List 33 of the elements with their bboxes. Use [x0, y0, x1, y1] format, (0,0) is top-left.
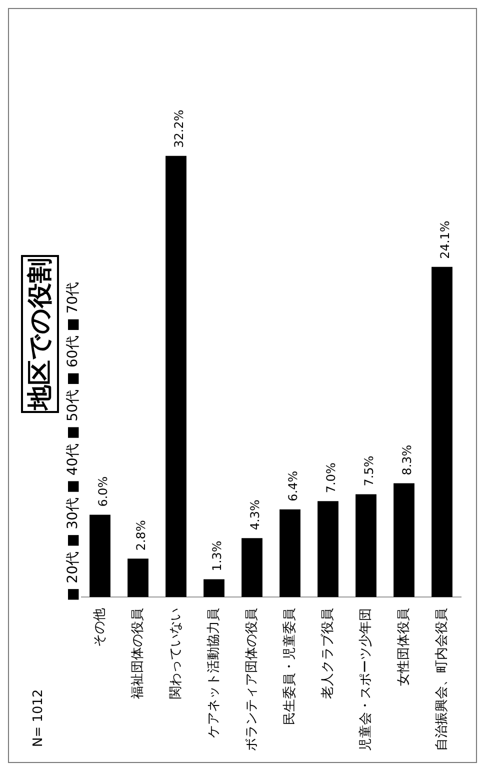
- data-label: 32.2%: [172, 110, 186, 148]
- bar: [166, 156, 186, 597]
- annotation: ■ 20代 ■ 30代 ■ 40代 ■ 50代 ■ 60代 ■ 70代: [65, 282, 82, 601]
- data-label: 7.0%: [324, 462, 338, 494]
- data-label: 6.0%: [96, 476, 110, 507]
- x-tick-label: 老人クラブ役員: [320, 608, 336, 699]
- data-label: 1.3%: [210, 540, 224, 572]
- bar: [128, 558, 148, 597]
- x-tick-label: 児童会・スポーツ少年団: [357, 608, 374, 751]
- bar: [432, 266, 452, 597]
- data-label: 8.3%: [400, 444, 414, 476]
- bar: [204, 579, 224, 597]
- bar: [394, 483, 414, 597]
- x-tick-label: 関わっていない: [168, 608, 184, 699]
- x-tick-label: 女性団体役員: [396, 608, 412, 686]
- x-tick-label: その他: [92, 608, 108, 647]
- x-tick-label: 福祉団体の役員: [130, 608, 146, 699]
- x-tick-label: 自治振興会、町内会役員: [434, 608, 450, 751]
- data-label: 2.8%: [134, 520, 148, 551]
- data-label: 4.3%: [248, 500, 262, 530]
- bar: [242, 538, 262, 597]
- x-tick-label: 民生委員・児童委員: [281, 608, 298, 725]
- data-label: 6.4%: [286, 470, 300, 502]
- data-label: 24.1%: [438, 220, 452, 259]
- bar: [356, 494, 376, 597]
- bar: [318, 501, 338, 597]
- bar: [90, 514, 110, 597]
- x-tick-label: ボランティア団体の役員: [244, 608, 260, 751]
- text: 地区での役割: [21, 255, 59, 413]
- bar: [280, 509, 300, 597]
- data-label: 7.5%: [362, 456, 376, 486]
- x-tick-label: ケアネット活動協力員: [206, 608, 222, 738]
- text: N= 1012: [31, 689, 47, 747]
